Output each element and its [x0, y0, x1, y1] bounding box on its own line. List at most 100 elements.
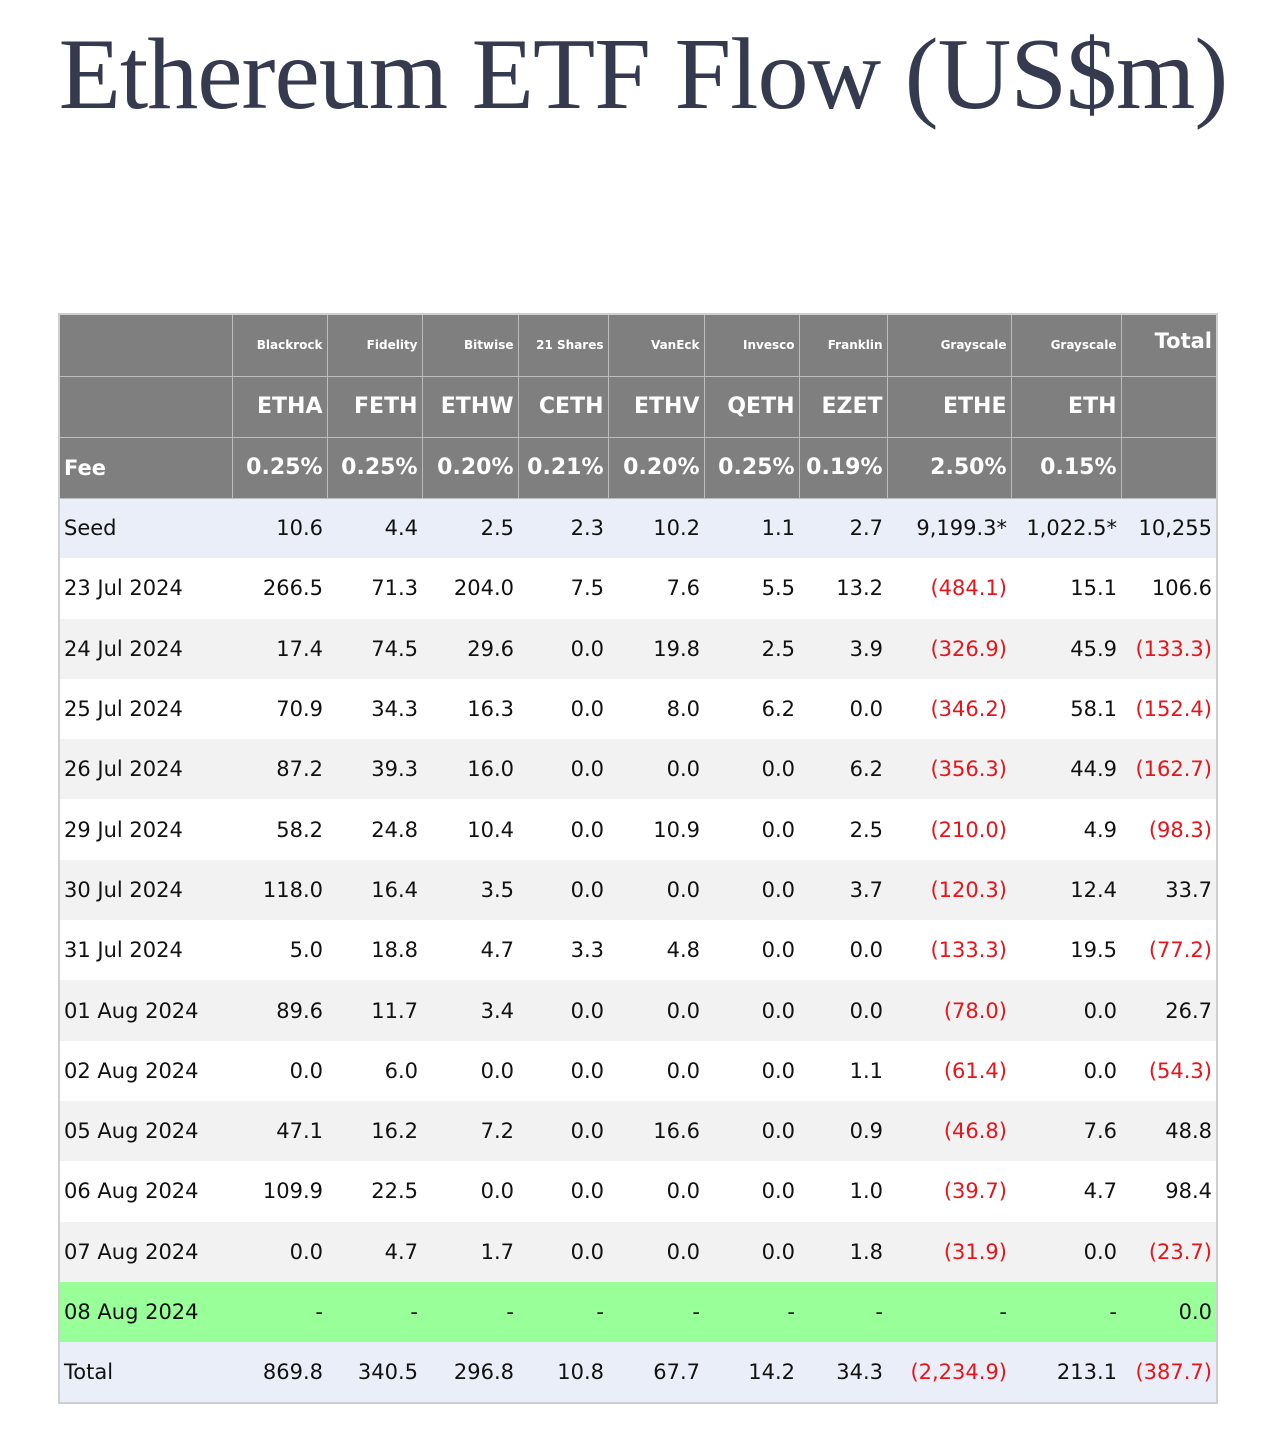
flow-cell: 1.8	[799, 1221, 887, 1282]
flow-cell: 2.7	[799, 498, 887, 559]
flow-cell: 58.1	[1011, 678, 1121, 740]
flow-cell: 3.7	[799, 859, 887, 921]
flow-cell: 0.0	[518, 1161, 608, 1222]
flow-cell: 4.9	[1011, 799, 1121, 860]
ticker-header: QETH	[703, 376, 799, 438]
flow-cell: 213.1	[1011, 1342, 1121, 1403]
flow-cell: 0.0	[608, 739, 704, 800]
flow-cell: (78.0)	[887, 980, 1011, 1041]
flow-cell: (39.7)	[887, 1161, 1011, 1222]
flow-cell: 6.2	[704, 678, 799, 740]
flow-cell: 118.0	[232, 859, 327, 921]
flow-cell: 0.0	[799, 980, 887, 1041]
flow-cell: 3.3	[518, 920, 608, 981]
flow-cell: 19.8	[608, 618, 704, 679]
row-label: Seed	[60, 498, 232, 559]
flow-cell: 16.3	[422, 678, 518, 740]
flow-cell: 44.9	[1011, 739, 1121, 800]
flow-cell: 10.4	[422, 799, 518, 860]
flow-cell: 5.5	[704, 558, 799, 619]
flow-cell: 10.8	[518, 1342, 608, 1403]
flow-cell: 0.0	[422, 1161, 518, 1222]
flow-cell: 8.0	[608, 678, 704, 740]
ticker-header: ETH	[1010, 376, 1121, 438]
row-label: 26 Jul 2024	[60, 739, 232, 800]
flow-cell: 4.7	[327, 1221, 422, 1282]
table-row: 06 Aug 2024 109.9 22.5 0.0 0.0 0.0 0.0 1.0 (39.7…	[60, 1161, 1216, 1222]
ticker-header-row: ETHA FETH ETHW CETH ETHV QETH EZET ETHE …	[60, 376, 1216, 438]
flow-cell: -	[422, 1281, 518, 1343]
table-row: 07 Aug 2024 0.0 4.7 1.7 0.0 0.0 0.0 1.8 (31.9) 0.…	[60, 1221, 1216, 1282]
flow-cell: 67.7	[608, 1342, 704, 1403]
fee-value: 0.25%	[326, 437, 422, 499]
issuer-header: Bitwise	[421, 315, 518, 377]
table-header: Blackrock Fidelity Bitwise 21 Shares Van…	[60, 315, 1216, 499]
row-label: 25 Jul 2024	[60, 678, 232, 740]
flow-cell: (346.2)	[887, 678, 1011, 740]
flow-cell: 71.3	[327, 558, 422, 619]
ticker-header: ETHA	[231, 376, 327, 438]
ticker-header: FETH	[326, 376, 422, 438]
flow-cell: (2,234.9)	[887, 1342, 1011, 1403]
flow-cell: -	[232, 1281, 327, 1343]
row-total-cell: (162.7)	[1121, 739, 1216, 800]
flow-cell: 0.0	[422, 1040, 518, 1101]
row-total-cell: (152.4)	[1121, 678, 1216, 740]
flow-cell: 16.0	[422, 739, 518, 800]
flow-cell: 0.0	[1011, 1221, 1121, 1282]
issuer-header: Blackrock	[231, 315, 327, 377]
row-label: 07 Aug 2024	[60, 1221, 232, 1282]
flow-cell: 2.3	[518, 498, 608, 559]
flow-cell: 0.0	[518, 1221, 608, 1282]
flow-cell: 5.0	[232, 920, 327, 981]
flow-cell: 0.0	[518, 799, 608, 860]
flow-cell: 11.7	[327, 980, 422, 1041]
fee-value: 0.19%	[798, 437, 887, 499]
row-label: 05 Aug 2024	[60, 1100, 232, 1162]
row-total-cell: (387.7)	[1121, 1342, 1216, 1403]
flow-cell: 0.0	[608, 1221, 704, 1282]
fee-value: 2.50%	[886, 437, 1011, 499]
flow-cell: (210.0)	[887, 799, 1011, 860]
issuer-header: Franklin	[798, 315, 887, 377]
flow-cell: 17.4	[232, 618, 327, 679]
table-row: 23 Jul 2024 266.5 71.3 204.0 7.5 7.6 5.5 13.2 (4…	[60, 558, 1216, 619]
table-body: Seed 10.6 4.4 2.5 2.3 10.2 1.1 2.7 9,199.3* 1,022…	[60, 498, 1216, 1403]
flow-cell: 266.5	[232, 558, 327, 619]
flow-cell: 0.0	[704, 1161, 799, 1222]
row-total-cell: 48.8	[1121, 1100, 1216, 1162]
issuer-header: VanEck	[607, 315, 704, 377]
flow-cell: 340.5	[327, 1342, 422, 1403]
flow-cell: 3.4	[422, 980, 518, 1041]
flow-cell: 18.8	[327, 920, 422, 981]
flow-cell: 2.5	[704, 618, 799, 679]
flow-cell: (120.3)	[887, 859, 1011, 921]
fee-label: Fee	[60, 437, 232, 499]
row-total-cell: (23.7)	[1121, 1221, 1216, 1282]
row-label: Total	[60, 1342, 232, 1403]
ticker-header: EZET	[798, 376, 887, 438]
fee-value: 0.20%	[421, 437, 518, 499]
flow-cell: 47.1	[232, 1100, 327, 1162]
flow-cell: (46.8)	[887, 1100, 1011, 1162]
flow-cell: 0.0	[704, 980, 799, 1041]
row-total-cell: 33.7	[1121, 859, 1216, 921]
table-row: 08 Aug 2024- - - - - - - - -0.0	[60, 1281, 1216, 1343]
etf-flow-table-container: Blackrock Fidelity Bitwise 21 Shares Van…	[58, 313, 1218, 1405]
row-label: 29 Jul 2024	[60, 799, 232, 860]
row-label: 01 Aug 2024	[60, 980, 232, 1041]
row-total-cell: 98.4	[1121, 1161, 1216, 1222]
flow-cell: 0.0	[608, 980, 704, 1041]
flow-cell: 3.5	[422, 859, 518, 921]
row-label: 31 Jul 2024	[60, 920, 232, 981]
flow-cell: -	[799, 1281, 887, 1343]
flow-cell: 0.0	[518, 678, 608, 740]
flow-cell: 0.0	[799, 678, 887, 740]
table-row: 25 Jul 2024 70.9 34.3 16.3 0.0 8.0 6.2 0.0 (346.…	[60, 678, 1216, 740]
flow-cell: 22.5	[327, 1161, 422, 1222]
flow-cell: 6.0	[327, 1040, 422, 1101]
flow-cell: 0.0	[608, 859, 704, 921]
flow-cell: 0.0	[518, 1100, 608, 1162]
row-total-cell: 10,255	[1121, 498, 1216, 559]
flow-cell: 0.0	[704, 799, 799, 860]
